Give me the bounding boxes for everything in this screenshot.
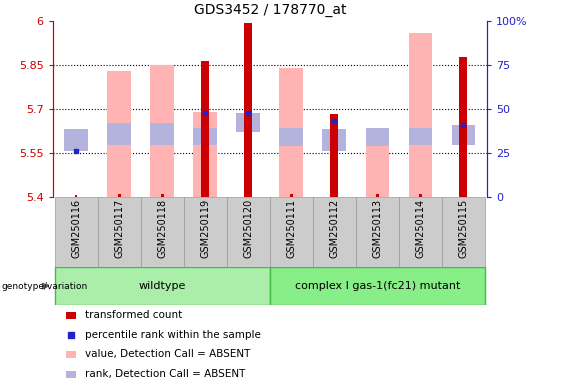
Text: GSM250117: GSM250117 (114, 199, 124, 258)
Bar (399, 197, 442, 267)
Bar (366, 132, 389, 197)
Bar (290, 194, 293, 197)
Bar (280, 128, 303, 146)
Bar (236, 113, 260, 132)
Text: GSM250113: GSM250113 (372, 199, 383, 258)
Bar (201, 61, 209, 197)
Bar (98, 197, 141, 267)
Bar (75, 195, 77, 197)
Bar (66, 371, 76, 377)
Bar (366, 128, 389, 146)
Text: GSM250116: GSM250116 (71, 199, 81, 258)
Bar (107, 71, 131, 197)
Bar (118, 194, 120, 197)
Bar (376, 194, 379, 197)
Bar (459, 57, 467, 197)
Text: genotype/variation: genotype/variation (1, 281, 88, 291)
Bar (356, 197, 399, 267)
Text: transformed count: transformed count (85, 310, 182, 320)
Bar (280, 68, 303, 197)
Text: GSM250114: GSM250114 (415, 199, 425, 258)
Bar (193, 112, 217, 197)
Title: GDS3452 / 178770_at: GDS3452 / 178770_at (194, 3, 346, 17)
Bar (323, 129, 346, 151)
Bar (161, 194, 163, 197)
Bar (442, 197, 485, 267)
Bar (313, 197, 356, 267)
Text: GSM250111: GSM250111 (286, 199, 296, 258)
Bar (66, 312, 76, 319)
Bar (270, 197, 313, 267)
Bar (419, 194, 421, 197)
Text: wildtype: wildtype (138, 281, 186, 291)
Text: GSM250115: GSM250115 (458, 199, 468, 258)
Text: GSM250112: GSM250112 (329, 199, 340, 258)
Bar (408, 33, 432, 197)
Bar (66, 351, 76, 358)
Bar (451, 125, 475, 144)
Bar (141, 197, 184, 267)
Bar (184, 197, 227, 267)
Bar (270, 267, 485, 305)
Bar (55, 197, 98, 267)
Text: GSM250120: GSM250120 (244, 199, 253, 258)
Text: rank, Detection Call = ABSENT: rank, Detection Call = ABSENT (85, 369, 246, 379)
Bar (245, 23, 252, 197)
Text: value, Detection Call = ABSENT: value, Detection Call = ABSENT (85, 349, 250, 359)
Text: percentile rank within the sample: percentile rank within the sample (85, 330, 261, 340)
Text: complex I gas-1(fc21) mutant: complex I gas-1(fc21) mutant (294, 281, 460, 291)
Bar (227, 197, 270, 267)
Text: GSM250118: GSM250118 (157, 199, 167, 258)
Bar (107, 124, 131, 146)
Bar (331, 114, 338, 197)
Bar (150, 124, 174, 146)
Bar (193, 128, 217, 144)
Text: GSM250119: GSM250119 (200, 199, 210, 258)
Bar (408, 128, 432, 144)
Bar (64, 129, 88, 151)
Bar (55, 267, 270, 305)
Bar (150, 65, 174, 197)
